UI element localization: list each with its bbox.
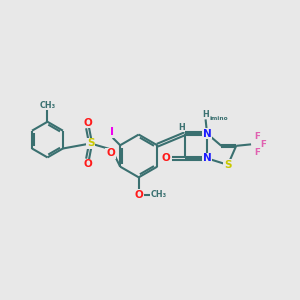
Text: CH₃: CH₃ — [151, 190, 167, 199]
Text: H: H — [178, 123, 185, 132]
Text: imino: imino — [209, 116, 228, 121]
Text: I: I — [110, 127, 114, 137]
Text: O: O — [162, 153, 171, 163]
Text: F: F — [255, 148, 260, 157]
Text: O: O — [83, 118, 92, 128]
Text: N: N — [203, 153, 212, 163]
Text: O: O — [83, 159, 92, 169]
Text: F: F — [255, 131, 260, 140]
Text: H: H — [202, 110, 209, 119]
Text: O: O — [106, 148, 115, 158]
Text: S: S — [87, 139, 94, 148]
Text: S: S — [224, 160, 232, 170]
Text: O: O — [134, 190, 143, 200]
Text: F: F — [260, 140, 266, 149]
Text: CH₃: CH₃ — [39, 101, 56, 110]
Text: N: N — [203, 129, 212, 139]
